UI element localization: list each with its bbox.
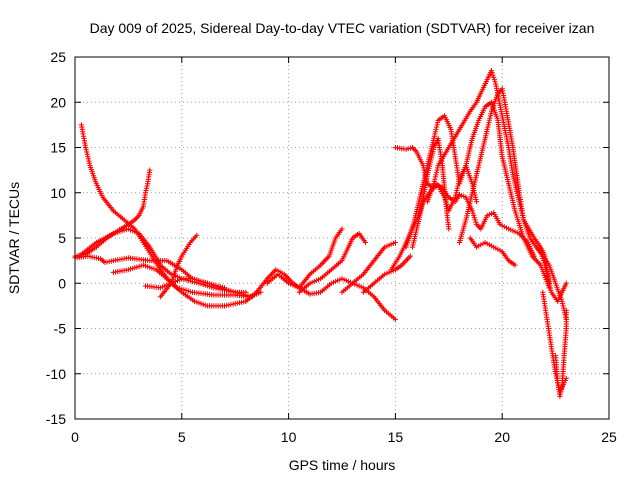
series-arc-5 bbox=[110, 262, 264, 300]
series-markers bbox=[157, 232, 200, 300]
series-markers bbox=[467, 235, 518, 268]
series-arc-10 bbox=[296, 230, 369, 295]
series-layer bbox=[72, 68, 569, 399]
ticks-layer: 0 5 10 15 20 25 -15 -10 -5 0 5 10 15 20 25 bbox=[46, 49, 617, 445]
series-arc-18 bbox=[456, 86, 569, 323]
series-markers bbox=[456, 86, 569, 323]
y-tick-label: -5 bbox=[54, 321, 67, 337]
y-tick-label: 20 bbox=[50, 94, 66, 110]
series-markers bbox=[110, 262, 264, 300]
series-arc-2 bbox=[72, 167, 153, 259]
series-markers bbox=[360, 253, 413, 295]
series-arc-11 bbox=[339, 239, 398, 295]
series-markers bbox=[243, 267, 398, 323]
series-arc-7 bbox=[157, 232, 200, 300]
y-tick-label: 10 bbox=[50, 185, 66, 201]
x-tick-label: 5 bbox=[178, 429, 186, 445]
x-tick-label: 20 bbox=[494, 429, 510, 445]
y-tick-label: 5 bbox=[58, 230, 66, 246]
y-axis-label: SDTVAR / TECUs bbox=[6, 182, 22, 294]
x-tick-label: 10 bbox=[281, 429, 297, 445]
series-arc-20 bbox=[533, 244, 569, 304]
series-arc-9 bbox=[264, 226, 345, 291]
chart-title: Day 009 of 2025, Sidereal Day-to-day VTE… bbox=[90, 20, 595, 36]
x-tick-label: 25 bbox=[601, 429, 617, 445]
x-tick-label: 15 bbox=[388, 429, 404, 445]
series-markers bbox=[296, 230, 369, 295]
series-markers bbox=[553, 307, 569, 399]
x-tick-label: 0 bbox=[71, 429, 79, 445]
series-markers bbox=[339, 239, 398, 295]
x-axis-label: GPS time / hours bbox=[289, 457, 396, 473]
series-markers bbox=[264, 226, 345, 291]
y-tick-label: 15 bbox=[50, 140, 66, 156]
series-markers bbox=[72, 167, 153, 259]
series-arc-6 bbox=[142, 276, 249, 295]
y-tick-label: -15 bbox=[46, 411, 66, 427]
y-tick-label: 0 bbox=[58, 275, 66, 291]
series-arc-12 bbox=[360, 253, 413, 295]
series-markers bbox=[142, 276, 249, 295]
series-arc-19 bbox=[467, 235, 518, 268]
series-markers bbox=[533, 244, 569, 304]
y-tick-label: -10 bbox=[46, 366, 66, 382]
series-arc-8 bbox=[243, 267, 398, 323]
y-tick-label: 25 bbox=[50, 49, 66, 65]
series-arc-22 bbox=[553, 307, 569, 399]
